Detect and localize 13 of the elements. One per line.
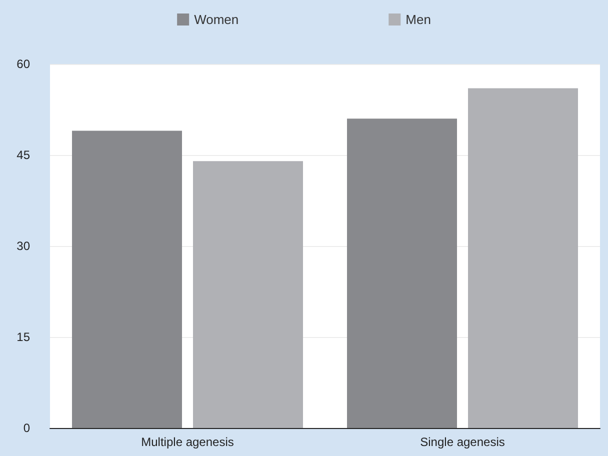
y-tick-label: 30 xyxy=(16,239,30,253)
bar xyxy=(193,161,303,428)
x-tick-label: Multiple agenesis xyxy=(141,435,234,449)
legend-label: Men xyxy=(406,12,431,27)
bar xyxy=(72,130,182,428)
y-tick-label: 0 xyxy=(23,421,30,435)
y-tick-label: 60 xyxy=(16,57,30,71)
bar xyxy=(347,118,457,428)
x-tick-label: Single agenesis xyxy=(420,435,505,449)
bar xyxy=(468,88,578,428)
legend-label: Women xyxy=(194,12,239,27)
y-tick-label: 15 xyxy=(16,330,30,344)
y-tick-label: 45 xyxy=(16,148,30,162)
